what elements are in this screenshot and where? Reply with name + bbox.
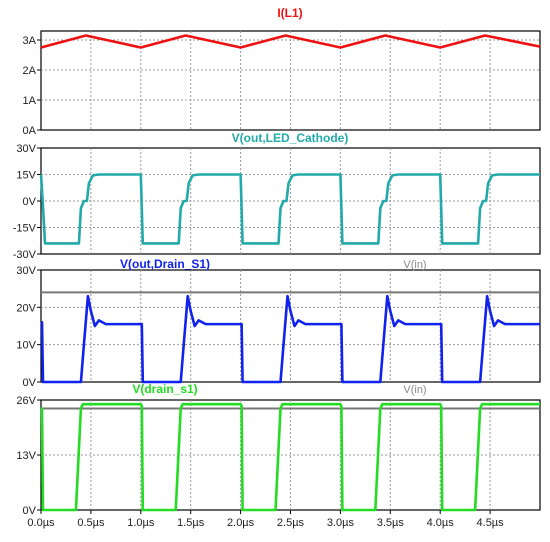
panel-title: V(out,Drain_S1) xyxy=(120,257,210,271)
x-tick-label: 3.0µs xyxy=(327,517,355,529)
y-tick-label: -15V xyxy=(13,223,37,235)
series-line-v-drain-s1- xyxy=(40,402,540,512)
panel-2: -30V -15V 0V 15V 30V V(out,LED_Cathode) xyxy=(13,131,541,261)
y-tick-label: 0V xyxy=(23,196,37,208)
y-tick-label: 26V xyxy=(16,395,36,407)
series-line-i-l1- xyxy=(40,34,541,49)
panel-4: 0V 13V 26V V(drain_s1) V(in) xyxy=(16,382,541,517)
x-tick-label: 0.0µs xyxy=(27,517,55,529)
panel-title: I(L1) xyxy=(277,6,302,20)
panel-title: V(out,LED_Cathode) xyxy=(232,131,349,145)
y-tick-label: -30V xyxy=(13,249,37,261)
y-tick-label: 15V xyxy=(16,170,36,182)
x-tick-label: 2.5µs xyxy=(277,517,305,529)
panel-title: V(drain_s1) xyxy=(132,382,197,396)
legend-vin: V(in) xyxy=(403,259,426,271)
x-tick-label: 1.0µs xyxy=(127,517,155,529)
series-line-v-out-drain-s1- xyxy=(40,294,540,384)
y-tick-label: 13V xyxy=(16,450,36,462)
y-tick-label: 20V xyxy=(16,302,36,314)
y-tick-label: 3A xyxy=(23,35,37,47)
x-tick-label: 4.0µs xyxy=(427,517,455,529)
y-tick-label: 30V xyxy=(16,265,36,277)
y-tick-label: 10V xyxy=(16,340,36,352)
x-tick-label: 2.0µs xyxy=(227,517,255,529)
y-tick-label: 0A xyxy=(23,125,37,137)
y-tick-label: 1A xyxy=(23,95,37,107)
x-tick-label: 1.5µs xyxy=(177,517,205,529)
y-tick-label: 2A xyxy=(23,65,37,77)
y-tick-label: 30V xyxy=(16,143,36,155)
x-tick-label: 4.5µs xyxy=(477,517,505,529)
x-tick-label: 0.5µs xyxy=(77,517,105,529)
panel-1: 0A 1A 2A 3A I(L1) xyxy=(23,6,541,137)
y-tick-label: 0V xyxy=(23,377,37,389)
panel-3: 0V 10V 20V 30V V(out,Drain_S1) V(in) xyxy=(16,257,541,389)
y-tick-label: 0V xyxy=(23,505,37,517)
legend-vin: V(in) xyxy=(403,384,426,396)
series-line-v-out-led-cathode- xyxy=(39,173,540,245)
x-tick-label: 3.5µs xyxy=(377,517,405,529)
